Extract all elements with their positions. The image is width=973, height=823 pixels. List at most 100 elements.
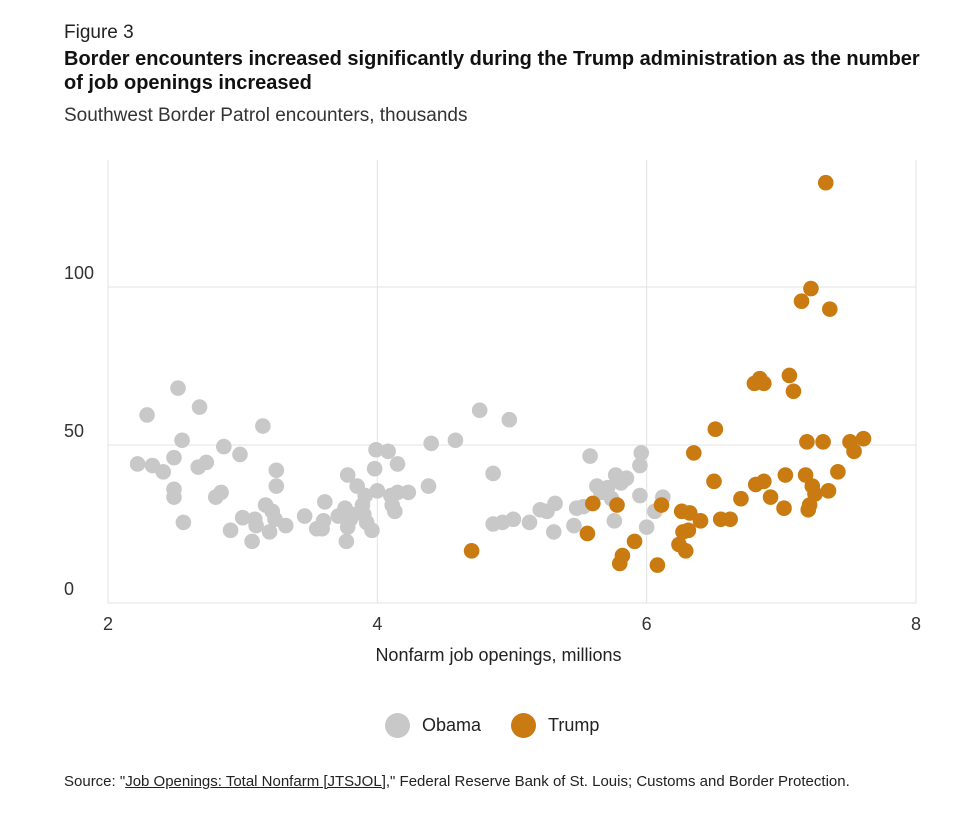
chart-subtitle: Southwest Border Patrol encounters, thou… (64, 105, 468, 126)
obama-point (255, 418, 271, 434)
obama-point (338, 533, 355, 550)
legend: Obama Trump (385, 713, 617, 738)
obama-point (582, 448, 598, 464)
obama-point (345, 506, 361, 523)
obama-point (222, 522, 239, 539)
trump-point (807, 486, 823, 502)
trump-point (686, 445, 702, 461)
figure-label: Figure 3 (64, 22, 134, 43)
obama-point (366, 460, 383, 477)
legend-swatch-obama (385, 713, 410, 738)
source-suffix: ," Federal Reserve Bank of St. Louis; Cu… (385, 773, 850, 790)
trump-point (855, 430, 872, 447)
obama-point (618, 470, 635, 486)
trump-point (756, 473, 772, 490)
chart-title: Border encounters increased significantl… (64, 48, 920, 94)
trump-point (733, 490, 749, 507)
obama-point (232, 446, 248, 463)
obama-point (296, 508, 313, 524)
obama-point (471, 402, 488, 419)
obama-point (633, 445, 650, 461)
obama-point (139, 407, 155, 423)
obama-point (632, 457, 648, 474)
legend-item-trump: Trump (511, 713, 599, 738)
obama-point (166, 489, 182, 505)
obama-point (277, 517, 294, 534)
trump-point (626, 533, 643, 550)
trump-point (781, 367, 798, 384)
obama-point (545, 524, 562, 540)
obama-point (423, 435, 440, 452)
trump-point (785, 383, 802, 400)
source-prefix: Source: " (64, 773, 126, 790)
obama-point (447, 432, 464, 449)
legend-label-trump: Trump (548, 715, 600, 735)
x-tick-label: 2 (103, 614, 113, 634)
x-axis-label: Nonfarm job openings, millions (375, 645, 622, 665)
obama-point (632, 487, 648, 504)
trump-point (722, 511, 738, 528)
axis-ticks: 2 4 6 8 0 50 100 (64, 263, 921, 634)
obama-point (505, 511, 522, 528)
obama-point (485, 465, 501, 482)
trump-point (681, 505, 698, 521)
obama-point (234, 509, 251, 526)
source-link[interactable]: Job Openings: Total Nonfarm [JTSJOL] (125, 773, 386, 790)
trump-point (649, 557, 666, 573)
trump-point (817, 174, 834, 191)
obama-point (244, 533, 260, 550)
trump-point (692, 513, 709, 529)
x-tick-label: 6 (642, 614, 652, 634)
obama-point (213, 484, 229, 501)
trump-point (815, 434, 831, 450)
trump-point (756, 375, 772, 392)
obama-point (420, 478, 437, 494)
obama-point (268, 478, 285, 494)
trump-point (776, 500, 792, 516)
obama-point (547, 495, 563, 512)
obama-point (216, 438, 232, 455)
obama-point (638, 519, 655, 535)
obama-point (380, 443, 396, 460)
obama-point (317, 494, 333, 510)
obama-point (364, 522, 380, 539)
trump-point (579, 525, 596, 542)
x-tick-label: 4 (372, 614, 382, 634)
legend-label-obama: Obama (422, 715, 482, 735)
trump-point (793, 293, 810, 310)
trump-point (653, 497, 670, 513)
obama-point (155, 464, 172, 480)
trump-point (803, 280, 819, 297)
obama-point (501, 411, 518, 428)
obama-point (170, 380, 186, 396)
y-tick-label: 50 (64, 421, 84, 441)
obama-point (389, 484, 406, 501)
trump-point (762, 489, 779, 505)
trump-point (614, 547, 631, 564)
obama-point (261, 524, 278, 540)
legend-item-obama: Obama (385, 713, 481, 738)
obama-point (175, 514, 192, 531)
obama-point (198, 454, 215, 471)
obama-point (129, 456, 146, 472)
obama-point (315, 513, 332, 529)
data-points (129, 174, 872, 573)
x-tick-label: 8 (911, 614, 921, 634)
obama-point (400, 484, 417, 501)
trump-point (799, 434, 815, 450)
trump-point (822, 301, 838, 317)
obama-point (521, 514, 538, 531)
trump-point (846, 443, 862, 460)
obama-point (191, 399, 208, 415)
trump-point (463, 543, 480, 559)
trump-point (585, 495, 601, 512)
trump-point (680, 522, 697, 539)
trump-point (677, 543, 694, 559)
obama-point (368, 441, 384, 458)
source-note: Source: "Job Openings: Total Nonfarm [JT… (64, 773, 850, 790)
legend-swatch-trump (511, 713, 537, 738)
y-tick-label: 100 (64, 263, 94, 283)
obama-point (566, 517, 582, 534)
obama-point (389, 456, 406, 472)
trump-point (706, 473, 722, 490)
